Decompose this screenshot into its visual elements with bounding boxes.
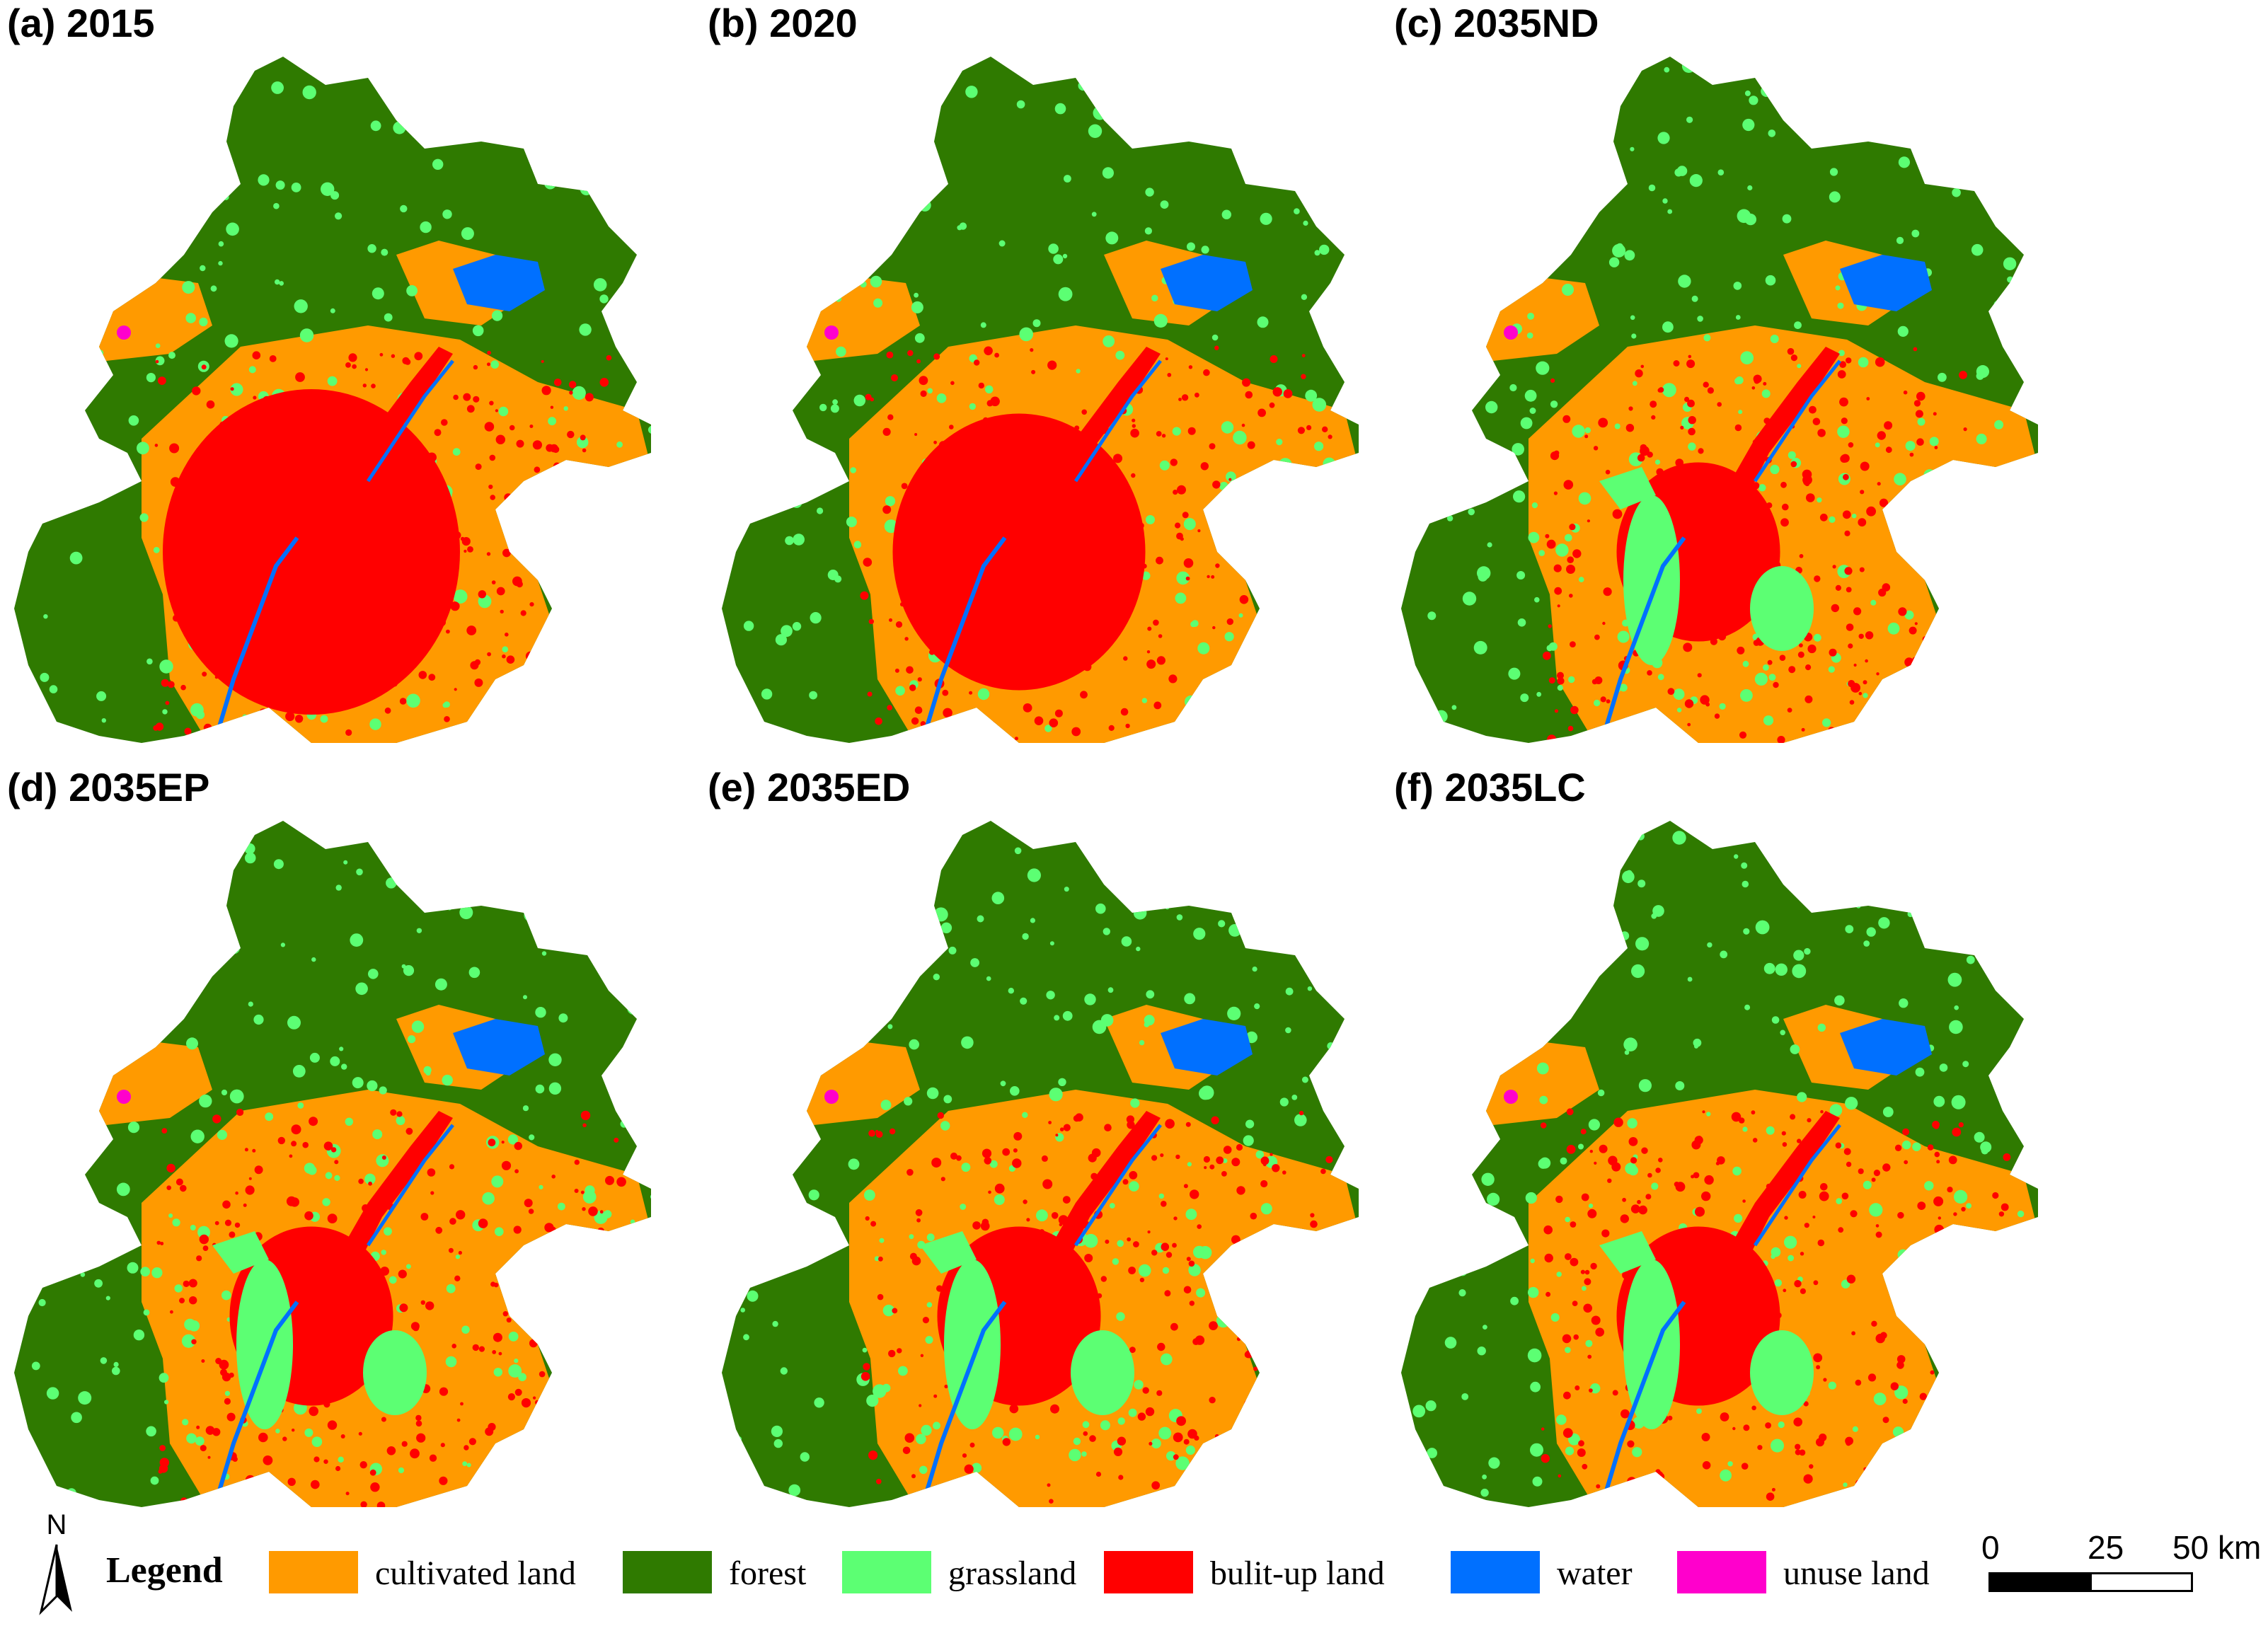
legend-label: water <box>1557 1555 1633 1592</box>
legend-swatch <box>1451 1551 1540 1593</box>
reservoir <box>1840 1019 1932 1076</box>
legend-label: bulit-up land <box>1210 1555 1385 1592</box>
legend-swatch <box>269 1551 358 1593</box>
land-use-map <box>722 821 1359 1507</box>
reservoir <box>453 1019 545 1076</box>
panel-title: (d) 2035EP <box>7 765 210 809</box>
map-panel-2: (b) 2020 <box>708 0 1415 750</box>
scale-tick-50: 50 km <box>2172 1529 2262 1566</box>
built-up-core <box>892 413 1146 691</box>
reservoir <box>453 255 545 311</box>
legend-swatch <box>842 1551 931 1593</box>
legend-title: Legend <box>106 1550 223 1591</box>
panel-title: (b) 2020 <box>708 1 858 45</box>
map-panel-4: (d) 2035EP <box>0 764 708 1514</box>
legend: N Legend cultivated land forest grassland b… <box>0 1500 2268 1626</box>
map-panel-3: (c) 2035ND <box>1387 0 2095 750</box>
reservoir <box>1161 255 1253 311</box>
legend-swatch <box>623 1551 712 1593</box>
map-panel-1: (a) 2015 <box>0 0 708 750</box>
scale-tick-0: 0 <box>1981 1529 2000 1566</box>
legend-label: grassland <box>948 1555 1077 1592</box>
legend-swatch <box>1677 1551 1766 1593</box>
built-up-core <box>163 389 460 715</box>
land-use-map <box>722 57 1359 743</box>
land-use-map <box>1401 57 2038 743</box>
north-label: N <box>47 1509 67 1540</box>
reservoir <box>1840 255 1932 311</box>
panel-title: (c) 2035ND <box>1394 1 1599 45</box>
scale-tick-25: 25 <box>2088 1529 2124 1566</box>
panel-title: (f) 2035LC <box>1394 765 1586 809</box>
legend-label: unuse land <box>1783 1555 1930 1592</box>
scale-bar: 0 25 50 km <box>1981 1500 2264 1626</box>
legend-swatch <box>1104 1551 1193 1593</box>
north-arrow-icon: N <box>39 1509 72 1615</box>
map-panel-6: (f) 2035LC <box>1387 764 2095 1514</box>
scale-segment-black <box>1988 1572 2092 1592</box>
legend-label: forest <box>729 1555 807 1592</box>
panel-title: (e) 2035ED <box>708 765 911 809</box>
land-use-map <box>1401 821 2038 1507</box>
land-use-map <box>14 821 651 1507</box>
map-panel-5: (e) 2035ED <box>708 764 1415 1514</box>
reservoir <box>1161 1019 1253 1076</box>
panel-title: (a) 2015 <box>7 1 155 45</box>
legend-label: cultivated land <box>375 1555 576 1592</box>
scale-segment-white <box>2090 1572 2193 1592</box>
land-use-map <box>14 57 651 743</box>
